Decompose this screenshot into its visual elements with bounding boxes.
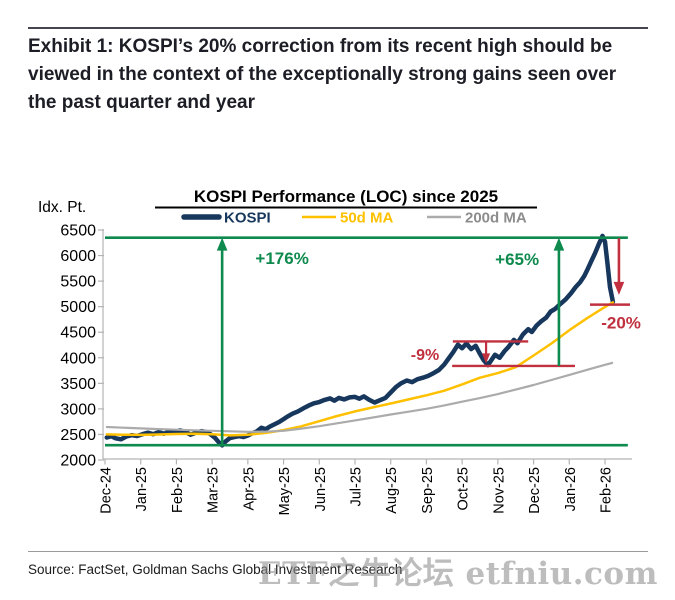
y-tick-label: 5000 — [60, 299, 96, 316]
x-tick-label: Jan-25 — [134, 467, 150, 511]
chart-title: KOSPI Performance (LOC) since 2025 — [194, 187, 498, 206]
source-text: Source: FactSet, Goldman Sachs Global In… — [28, 562, 403, 577]
exhibit-title: Exhibit 1: KOSPI’s 20% correction from i… — [28, 36, 617, 113]
legend-200dma-label: 200d MA — [465, 210, 527, 227]
x-tick-label: Mar-25 — [206, 467, 222, 513]
x-tick-label: Jul-25 — [348, 467, 364, 507]
50d-ma-series-line — [105, 301, 615, 437]
green-up-arrowhead — [216, 237, 228, 251]
200d-ma-series-line — [105, 361, 614, 433]
x-tick-label: Jun-25 — [313, 467, 329, 511]
plot-area: 6500 6000 5500 5000 4500 4000 3500 3000 2500 2000… — [60, 223, 641, 516]
x-tick-label: Feb-25 — [170, 467, 186, 513]
x-tick-label: Aug-25 — [384, 467, 400, 514]
y-tick-label: 2000 — [60, 453, 96, 470]
x-tick-label: May-25 — [277, 467, 293, 515]
x-tick-label: Dec-25 — [527, 467, 543, 514]
red-down-arrowhead — [481, 353, 491, 364]
y-tick-label: 5500 — [60, 274, 96, 291]
x-tick-label: Dec-24 — [99, 467, 115, 514]
green-up-arrowhead — [553, 237, 565, 251]
y-tick-label: 3500 — [60, 376, 96, 393]
x-tick-label: Feb-26 — [598, 467, 614, 513]
x-tick-label: Apr-25 — [241, 467, 257, 511]
y-tick-label: 4000 — [60, 350, 96, 367]
x-tick-label: Sep-25 — [420, 467, 436, 514]
y-tick-label: 4500 — [60, 325, 96, 342]
legend-50dma-label: 50d MA — [340, 210, 394, 227]
x-tick-label: Nov-25 — [491, 467, 507, 514]
y-tick-label: 6000 — [60, 248, 96, 265]
annotation-label: -20% — [601, 313, 641, 332]
y-tick-label: 6500 — [60, 223, 96, 240]
y-tick-label: 2500 — [60, 427, 96, 444]
y-axis-unit-label: Idx. Pt. — [38, 199, 86, 216]
annotation-label: +176% — [255, 249, 308, 268]
legend-kospi-label: KOSPI — [224, 210, 271, 227]
top-divider — [28, 27, 648, 29]
red-down-arrowhead — [613, 281, 625, 295]
annotation-label: +65% — [495, 250, 539, 269]
x-tick-label: Oct-25 — [456, 467, 472, 511]
x-tick-label: Jan-26 — [563, 467, 579, 511]
watermark: ETF之牛论坛 etfniu.com — [258, 556, 658, 592]
chart-legend: KOSPI 50d MA 200d MA — [181, 210, 527, 227]
bottom-divider — [28, 551, 648, 552]
y-tick-label: 3000 — [60, 401, 96, 418]
annotation-label: -9% — [411, 347, 439, 364]
